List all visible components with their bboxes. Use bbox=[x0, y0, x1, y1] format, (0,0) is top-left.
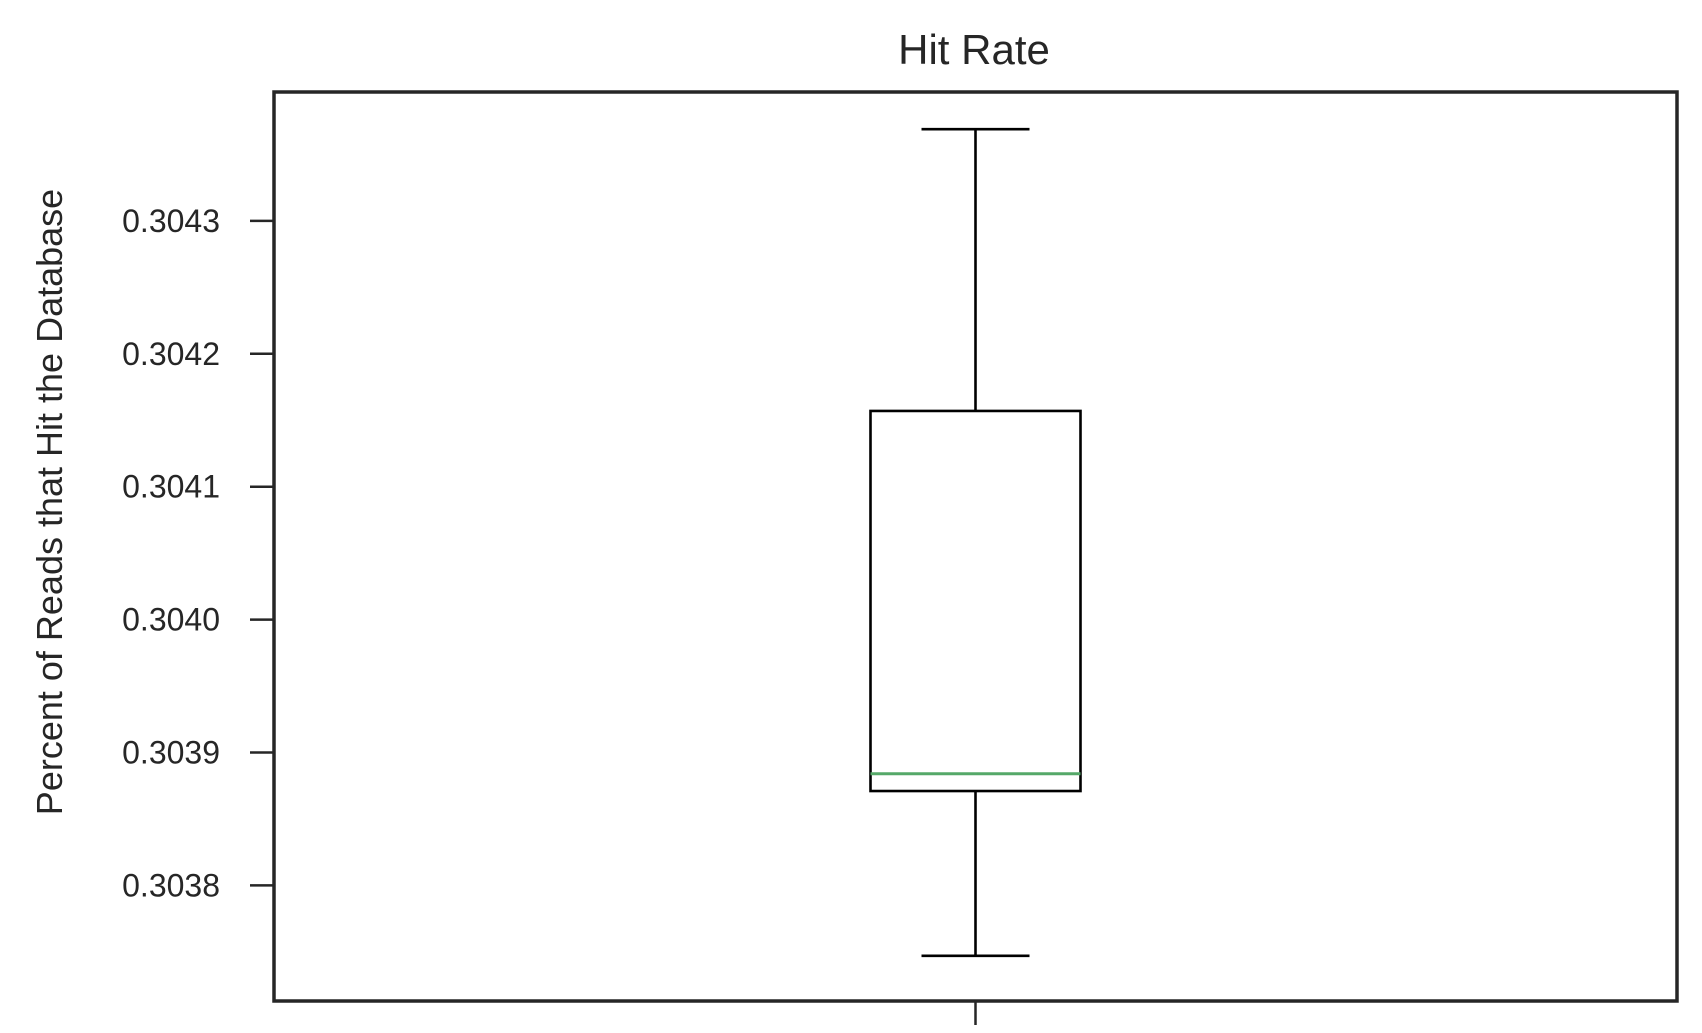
y-tick-label: 0.3042 bbox=[122, 336, 220, 372]
box-series bbox=[869, 127, 1082, 958]
y-tick-label: 0.3043 bbox=[122, 203, 220, 239]
y-tick-label: 0.3039 bbox=[122, 734, 220, 770]
y-tick-label: 0.3040 bbox=[122, 602, 220, 638]
interquartile-box bbox=[869, 409, 1082, 793]
box-element bbox=[869, 127, 1082, 958]
y-tick-label: 0.3041 bbox=[122, 469, 220, 505]
y-axis: 0.3038 0.3039 0.3040 0.3041 0.3042 0.3043 bbox=[122, 203, 274, 903]
chart-title: Hit Rate bbox=[898, 26, 1050, 73]
y-tick-label: 0.3038 bbox=[122, 867, 220, 903]
y-axis-label: Percent of Reads that Hit the Database bbox=[29, 189, 70, 815]
